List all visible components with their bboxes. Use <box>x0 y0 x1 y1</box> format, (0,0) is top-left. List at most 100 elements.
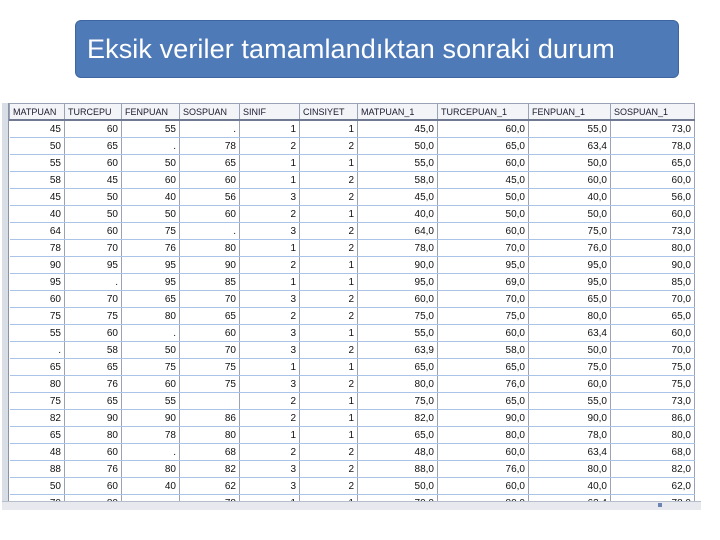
table-cell[interactable]: 50,0 <box>528 205 611 223</box>
table-cell[interactable]: 55,0 <box>357 154 438 172</box>
table-cell[interactable]: 1 <box>299 426 358 444</box>
table-cell[interactable]: 55 <box>121 392 180 410</box>
column-header[interactable]: SOSPUAN <box>179 103 240 121</box>
table-cell[interactable]: 63,4 <box>528 443 611 461</box>
table-cell[interactable]: 75 <box>121 222 180 240</box>
table-cell[interactable]: 82,0 <box>357 409 438 427</box>
table-cell[interactable]: 1 <box>239 494 300 501</box>
table-cell[interactable]: 65 <box>64 358 122 376</box>
table-cell[interactable]: 60 <box>179 171 240 189</box>
table-cell[interactable]: 50,0 <box>437 205 529 223</box>
table-cell[interactable]: 2 <box>239 409 300 427</box>
horizontal-scrollbar[interactable] <box>2 501 701 510</box>
table-cell[interactable]: 1 <box>239 358 300 376</box>
table-cell[interactable]: 80,0 <box>437 426 529 444</box>
table-cell[interactable]: . <box>121 137 180 155</box>
table-cell[interactable]: 69,0 <box>437 273 529 291</box>
table-cell[interactable]: 63,4 <box>528 324 611 342</box>
table-cell[interactable]: 1 <box>299 120 358 138</box>
table-cell[interactable]: 58,0 <box>357 171 438 189</box>
table-cell[interactable]: 73,0 <box>610 222 695 240</box>
table-cell[interactable]: 3 <box>239 222 300 240</box>
table-cell[interactable]: 78,0 <box>528 426 611 444</box>
table-cell[interactable]: 60 <box>64 120 122 138</box>
table-cell[interactable]: 40 <box>121 188 180 206</box>
column-header[interactable]: TURCEPU <box>64 103 122 121</box>
table-cell[interactable]: 68,0 <box>610 443 695 461</box>
table-cell[interactable]: 80 <box>179 426 240 444</box>
column-header[interactable]: MATPUAN_1 <box>357 103 438 121</box>
table-cell[interactable]: 2 <box>299 307 358 325</box>
table-cell[interactable]: 85,0 <box>610 273 695 291</box>
table-cell[interactable]: 75,0 <box>528 222 611 240</box>
table-cell[interactable]: 90 <box>121 409 180 427</box>
table-cell[interactable]: 80,0 <box>357 375 438 393</box>
table-cell[interactable]: 55 <box>121 120 180 138</box>
table-cell[interactable]: 40,0 <box>528 477 611 495</box>
table-cell[interactable]: 90 <box>64 409 122 427</box>
table-cell[interactable]: 2 <box>239 137 300 155</box>
table-cell[interactable]: 65,0 <box>610 307 695 325</box>
table-cell[interactable]: 75,0 <box>610 375 695 393</box>
table-cell[interactable]: 65,0 <box>357 358 438 376</box>
table-cell[interactable]: 70 <box>179 341 240 359</box>
table-cell[interactable]: 1 <box>239 273 300 291</box>
table-cell[interactable]: 65 <box>179 307 240 325</box>
table-cell[interactable]: 40 <box>121 477 180 495</box>
table-cell[interactable]: 50 <box>121 205 180 223</box>
table-cell[interactable]: 1 <box>239 426 300 444</box>
table-cell[interactable]: 90,0 <box>357 256 438 274</box>
table-cell[interactable]: 80 <box>179 239 240 257</box>
table-cell[interactable]: 1 <box>299 273 358 291</box>
table-cell[interactable]: 1 <box>299 324 358 342</box>
table-cell[interactable]: 2 <box>239 256 300 274</box>
table-cell[interactable]: 65,0 <box>437 137 529 155</box>
table-cell[interactable]: . <box>121 443 180 461</box>
table-cell[interactable]: 1 <box>299 154 358 172</box>
table-cell[interactable]: 2 <box>299 188 358 206</box>
table-cell[interactable]: 80 <box>64 426 122 444</box>
table-cell[interactable]: 2 <box>239 307 300 325</box>
table-cell[interactable]: 70 <box>64 239 122 257</box>
table-cell[interactable]: 65,0 <box>528 290 611 308</box>
column-header[interactable]: FENPUAN <box>121 103 180 121</box>
table-cell[interactable]: 75 <box>9 392 65 410</box>
table-cell[interactable]: 80,0 <box>610 239 695 257</box>
table-cell[interactable]: 2 <box>299 222 358 240</box>
table-cell[interactable]: 70,0 <box>437 239 529 257</box>
table-cell[interactable]: 50,0 <box>437 188 529 206</box>
table-cell[interactable]: 75 <box>9 307 65 325</box>
table-cell[interactable]: 60,0 <box>357 290 438 308</box>
table-cell[interactable]: 60 <box>179 324 240 342</box>
table-cell[interactable]: 56,0 <box>610 188 695 206</box>
table-cell[interactable]: . <box>9 341 65 359</box>
table-cell[interactable]: 1 <box>239 120 300 138</box>
table-cell[interactable]: 80,0 <box>528 460 611 478</box>
table-cell[interactable]: 80,0 <box>437 494 529 501</box>
table-cell[interactable]: 45,0 <box>437 171 529 189</box>
table-cell[interactable]: 2 <box>299 460 358 478</box>
table-cell[interactable]: 45,0 <box>357 120 438 138</box>
table-cell[interactable]: 76,0 <box>528 239 611 257</box>
table-cell[interactable]: 62,0 <box>610 477 695 495</box>
scroll-marker[interactable] <box>658 503 662 507</box>
table-cell[interactable]: 1 <box>299 256 358 274</box>
table-cell[interactable]: 45 <box>9 188 65 206</box>
table-cell[interactable]: 70,0 <box>437 290 529 308</box>
table-cell[interactable]: 45 <box>64 171 122 189</box>
table-cell[interactable]: 2 <box>299 375 358 393</box>
table-cell[interactable]: 63,9 <box>357 341 438 359</box>
table-cell[interactable]: 1 <box>299 409 358 427</box>
table-cell[interactable]: 64 <box>9 222 65 240</box>
table-cell[interactable]: 90,0 <box>610 256 695 274</box>
table-cell[interactable]: 95 <box>121 256 180 274</box>
table-cell[interactable]: 60 <box>64 443 122 461</box>
table-cell[interactable]: 78 <box>179 137 240 155</box>
table-cell[interactable]: 1 <box>299 358 358 376</box>
table-cell[interactable]: 60,0 <box>437 443 529 461</box>
table-cell[interactable]: 50 <box>9 137 65 155</box>
table-cell[interactable]: 60,0 <box>437 154 529 172</box>
table-cell[interactable]: 2 <box>239 392 300 410</box>
table-cell[interactable]: 58 <box>64 341 122 359</box>
table-cell[interactable]: 40 <box>9 205 65 223</box>
